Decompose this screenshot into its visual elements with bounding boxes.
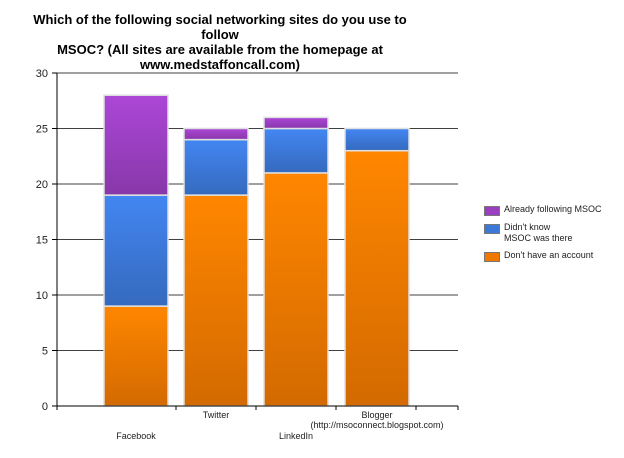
legend: Already following MSOC Didn't know MSOC w… bbox=[484, 204, 624, 268]
bar-segment bbox=[103, 94, 169, 196]
bar-segment bbox=[183, 127, 249, 141]
x-category-label: Blogger (http://msoconnect.blogspot.com) bbox=[310, 410, 443, 430]
bar-segment bbox=[183, 194, 249, 407]
legend-swatch bbox=[484, 252, 500, 262]
bar-segment bbox=[263, 116, 329, 130]
legend-item: Didn't know MSOC was there bbox=[484, 222, 624, 244]
legend-swatch bbox=[484, 206, 500, 216]
y-tick-label: 15 bbox=[36, 235, 48, 247]
x-category-label: LinkedIn bbox=[279, 431, 313, 441]
y-tick-label: 10 bbox=[36, 290, 48, 302]
axes bbox=[52, 72, 459, 410]
bar-segment bbox=[103, 194, 169, 307]
y-tick-label: 0 bbox=[42, 401, 48, 413]
legend-label: Don't have an account bbox=[504, 250, 594, 260]
bar-segment bbox=[263, 172, 329, 407]
bars bbox=[103, 94, 410, 407]
legend-item: Already following MSOC bbox=[484, 204, 624, 216]
legend-label: Already following MSOC bbox=[504, 204, 602, 214]
y-tick-label: 5 bbox=[42, 346, 48, 358]
chart-title: Which of the following social networking… bbox=[33, 12, 407, 72]
y-tick-label: 25 bbox=[36, 124, 48, 136]
legend-label: Didn't know MSOC was there bbox=[504, 222, 573, 243]
x-category-label: Twitter bbox=[203, 410, 230, 420]
axis-labels: 0 5 10 15 20 25 30 Facebook Twitter LinkedInBlogg… bbox=[36, 68, 444, 441]
y-tick-label: 20 bbox=[36, 179, 48, 191]
bar-segment bbox=[263, 127, 329, 174]
bar-segment bbox=[344, 127, 410, 152]
bar-segment bbox=[103, 305, 169, 407]
legend-item: Don't have an account bbox=[484, 250, 624, 262]
bar-segment bbox=[344, 149, 410, 407]
bar-segment bbox=[183, 138, 249, 196]
x-category-label: Facebook bbox=[116, 431, 156, 441]
legend-swatch bbox=[484, 224, 500, 234]
y-tick-label: 30 bbox=[36, 68, 48, 80]
